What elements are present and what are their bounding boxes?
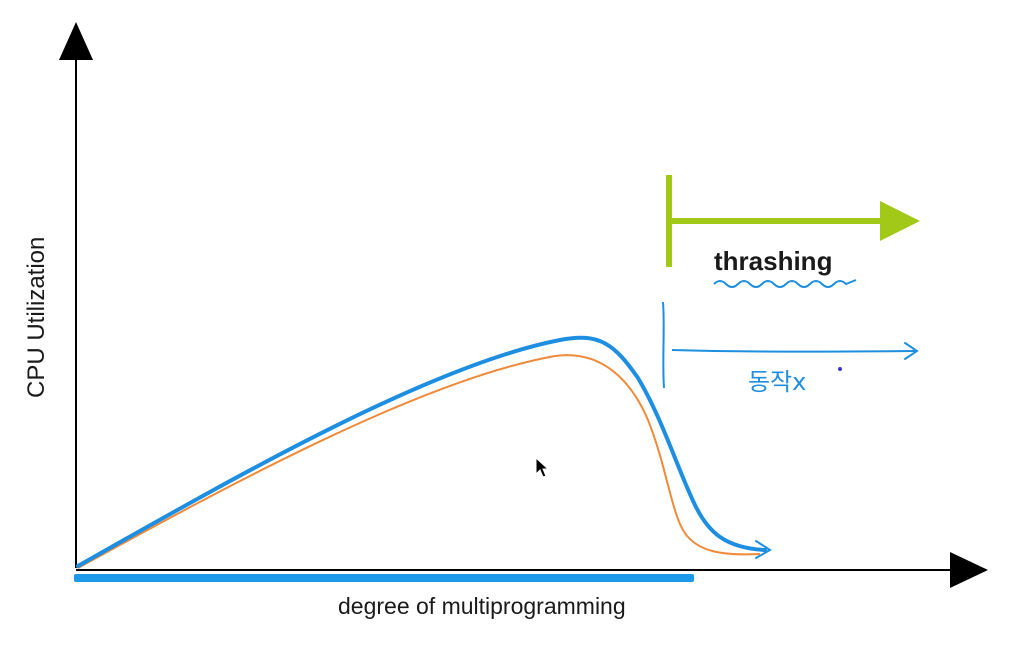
thrashing-arrowhead bbox=[880, 201, 920, 241]
thrashing-underline-squiggle bbox=[713, 279, 857, 288]
handwritten-arrowhead bbox=[904, 342, 919, 360]
thrashing-label: thrashing bbox=[714, 246, 832, 276]
handwritten-note: 동작x bbox=[748, 368, 806, 396]
blue-curve-arrowhead bbox=[755, 540, 772, 559]
x-axis-label: degree of multiprogramming bbox=[338, 593, 626, 619]
stray-dot bbox=[838, 367, 842, 371]
y-axis-arrowhead bbox=[59, 22, 93, 60]
cpu-utilization-curve-orange bbox=[77, 354, 761, 569]
handwritten-bracket-line bbox=[662, 301, 665, 389]
x-axis-highlight-bar bbox=[74, 574, 694, 582]
cpu-utilization-curve-blue bbox=[76, 335, 767, 568]
x-axis-arrowhead bbox=[950, 552, 988, 588]
mouse-cursor-icon bbox=[535, 456, 550, 478]
y-axis-label: CPU Utilization bbox=[23, 237, 50, 398]
handwritten-arrow-shaft bbox=[671, 349, 916, 353]
